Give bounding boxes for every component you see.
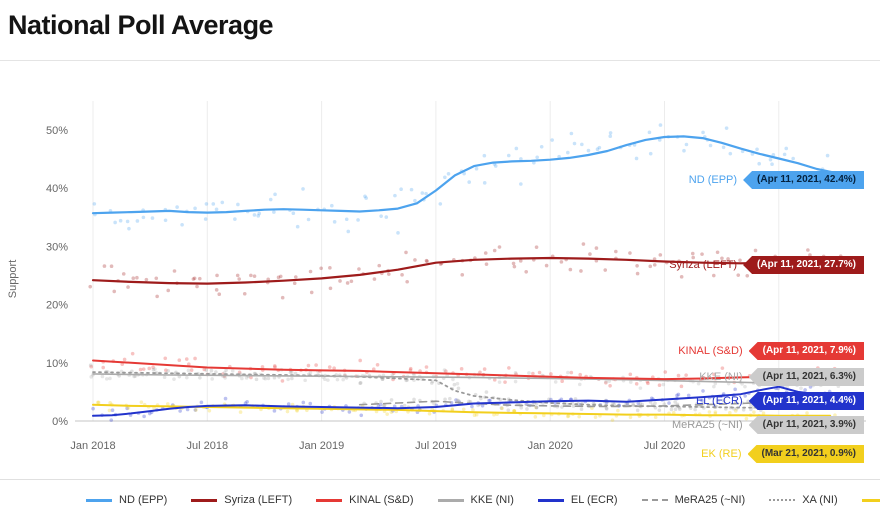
legend-item-el-ecr[interactable]: EL (ECR) [537,494,618,506]
axis-ticks: 0% 10% 20% 30% 40% 50% Jan 2018 Jul 2018 Jan 201… [7,125,685,452]
poll-value-badge: (Apr 11, 2021, 42.4%) [743,171,864,189]
series-name-label: Syriza (LEFT) [669,259,738,271]
end-label-kinal-s-d: KINAL (S&D) (Apr 11, 2021, 7.9%) [678,342,864,360]
legend-item-ek-re[interactable]: EK (RE) [861,494,880,506]
end-label-ek-re: EK (RE) (Mar 21, 2021, 0.9%) [701,445,864,463]
legend-line-sample [191,498,218,502]
poll-value-badge: (Apr 11, 2021, 27.7%) [743,256,864,274]
series-line-el-ecr[interactable] [92,385,843,417]
legend-item-kke-ni[interactable]: KKE (NI) [437,494,514,506]
legend-label: MeRA25 (~NI) [674,494,746,506]
legend-label: KINAL (S&D) [349,494,414,506]
page-title: National Poll Average [8,10,274,40]
series-name-label: MeRA25 (~NI) [672,419,743,431]
series-line-kke-ni[interactable] [92,373,843,386]
x-tick-label: Jul 2018 [187,440,229,452]
legend-line-sample [769,499,796,501]
legend-item-syriza-left[interactable]: Syriza (LEFT) [191,494,292,506]
legend-label: ND (EPP) [119,494,168,506]
poll-value-badge: (Apr 11, 2021, 4.4%) [748,392,864,410]
end-label-nd-epp: ND (EPP) (Apr 11, 2021, 42.4%) [689,171,864,189]
y-tick-label: 30% [46,241,68,253]
series-line-syriza-left[interactable] [91,256,843,285]
series-line-xa-ni[interactable] [92,371,780,409]
legend-line-sample [316,498,343,502]
legend-line-sample [537,498,564,502]
legend-line-sample [641,499,668,501]
series-name-label: KKE (NI) [699,371,743,383]
y-tick-label: 20% [46,300,68,312]
legend-item-mera25-ni[interactable]: MeRA25 (~NI) [641,494,746,506]
page-header: National Poll Average [0,0,880,61]
y-tick-label: 0% [52,416,68,428]
legend-item-kinal-s-d[interactable]: KINAL (S&D) [316,494,414,506]
legend-line-sample [861,498,880,502]
y-tick-label: 50% [46,125,68,137]
poll-value-badge: (Mar 21, 2021, 0.9%) [747,445,864,463]
poll-average-chart[interactable]: 0% 10% 20% 30% 40% 50% Jan 2018 Jul 2018 Jan 201… [0,61,880,479]
chart-legend: ND (EPP) Syriza (LEFT) KINAL (S&D) KKE (NI)… [0,479,880,520]
x-tick-label: Jul 2020 [644,440,686,452]
end-label-el-ecr: EL (ECR) (Apr 11, 2021, 4.4%) [696,392,864,410]
y-tick-label: 40% [46,183,68,195]
legend-label: KKE (NI) [470,494,514,506]
y-axis-title: Support [7,260,19,299]
series-line-kinal-s-d[interactable] [92,359,843,381]
series-name-label: EK (RE) [701,448,742,460]
legend-label: Syriza (LEFT) [224,494,293,506]
chart-canvas[interactable]: 0% 10% 20% 30% 40% 50% Jan 2018 Jul 2018 Jan 201… [0,61,880,479]
legend-item-nd-epp[interactable]: ND (EPP) [86,494,167,506]
series-name-label: KINAL (S&D) [678,345,743,357]
x-tick-label: Jul 2019 [415,440,457,452]
series-line-mera25-ni[interactable] [358,397,843,408]
x-tick-label: Jan 2020 [528,440,573,452]
x-tick-label: Jan 2018 [70,440,115,452]
y-tick-label: 10% [46,358,68,370]
series-name-label: EL (ECR) [695,395,743,407]
poll-value-badge: (Apr 11, 2021, 3.9%) [748,416,864,434]
legend-label: XA (NI) [802,494,838,506]
end-label-kke-ni: KKE (NI) (Apr 11, 2021, 6.3%) [699,368,864,386]
legend-line-sample [437,498,464,502]
legend-item-xa-ni[interactable]: XA (NI) [769,494,838,506]
series-line-nd-epp[interactable] [91,135,843,215]
legend-line-sample [86,498,112,502]
end-label-syriza-left: Syriza (LEFT) (Apr 11, 2021, 27.7%) [669,256,864,274]
series-name-label: ND (EPP) [688,174,738,186]
poll-value-badge: (Apr 11, 2021, 7.9%) [748,342,864,360]
end-label-mera25-ni: MeRA25 (~NI) (Apr 11, 2021, 3.9%) [672,416,864,434]
legend-label: EL (ECR) [570,494,618,506]
x-tick-label: Jan 2019 [299,440,344,452]
poll-value-badge: (Apr 11, 2021, 6.3%) [748,368,864,386]
series-line-ek-re[interactable] [92,403,832,417]
